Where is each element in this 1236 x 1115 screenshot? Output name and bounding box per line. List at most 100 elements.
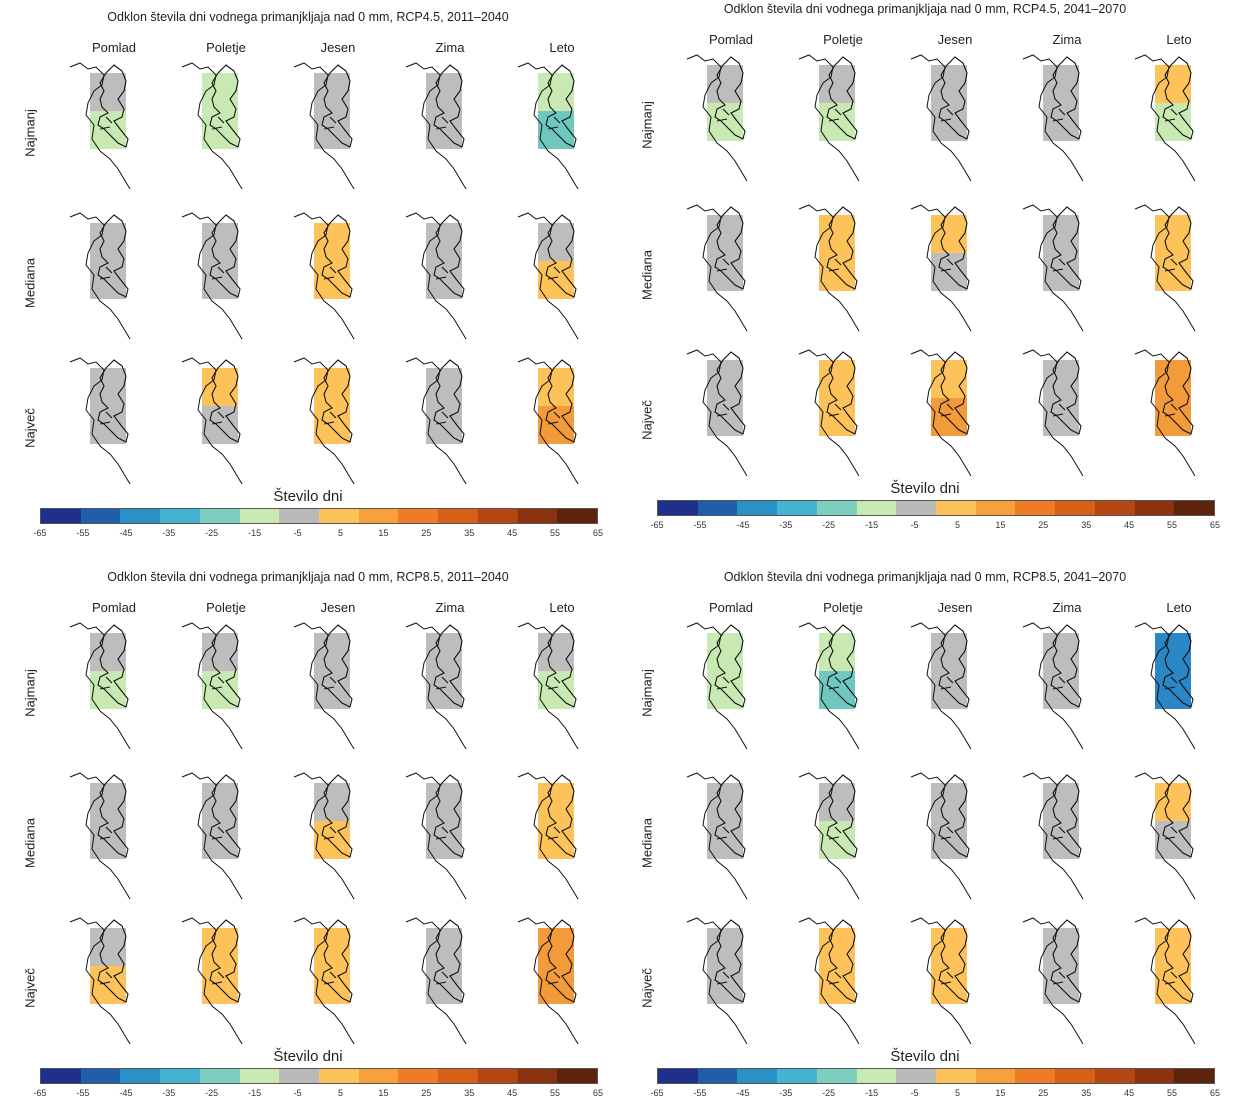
region-outline — [938, 206, 970, 290]
colorbar-segment — [896, 501, 937, 515]
coastline — [798, 622, 860, 750]
coastline — [405, 917, 467, 1045]
grid-box-south — [426, 111, 462, 149]
grid-box-south — [314, 406, 350, 444]
coastline — [798, 917, 860, 1045]
colorbar-segment — [1094, 501, 1135, 515]
map-cell — [681, 342, 791, 480]
colorbar-segment — [816, 1069, 857, 1083]
map-cell — [681, 47, 791, 185]
colorbar-tick: -65 — [650, 520, 664, 530]
map-panel: Odklon števila dni vodnega primanjkljaja… — [8, 570, 608, 1115]
colorbar-segment — [697, 1069, 738, 1083]
grid-box-south — [314, 111, 350, 149]
colorbar-segment — [80, 509, 121, 523]
region-outline — [826, 624, 858, 708]
map-svg — [293, 62, 355, 190]
grid-box-south — [538, 966, 574, 1004]
map-svg — [517, 62, 579, 190]
colorbar-tick: -25 — [205, 1088, 219, 1098]
grid-box-south — [538, 671, 574, 709]
grid-box-north — [314, 633, 350, 671]
region-outline — [433, 774, 465, 858]
map-svg — [405, 917, 467, 1045]
map-panel: Odklon števila dni vodnega primanjkljaja… — [625, 2, 1225, 547]
coastline — [1134, 349, 1196, 477]
colorbar-segment — [936, 501, 976, 515]
map-svg — [69, 357, 131, 485]
map-svg — [798, 917, 860, 1045]
grid-box-north — [538, 73, 574, 111]
map-cell — [1129, 197, 1236, 335]
colorbar-segment — [557, 1069, 598, 1083]
region-outline — [1162, 919, 1194, 1003]
grid-box-south — [314, 966, 350, 1004]
map-svg — [1134, 204, 1196, 332]
map-cell — [512, 350, 622, 488]
map-svg — [1134, 349, 1196, 477]
season-label: Zima — [1052, 32, 1082, 47]
grid-box-north — [1155, 360, 1191, 398]
colorbar-tick: -55 — [693, 1088, 707, 1098]
coastline — [686, 917, 748, 1045]
map-cell — [512, 765, 622, 903]
map-svg — [181, 62, 243, 190]
grid-box-south — [1043, 966, 1079, 1004]
grid-box-south — [202, 111, 238, 149]
coastline — [517, 212, 579, 340]
colorbar-ticks: -65 -55 -45 -35 -25 -15 -5 5 15 25 35 45 55 65 — [650, 520, 1220, 532]
grid-box-south — [314, 671, 350, 709]
grid-box-south — [426, 406, 462, 444]
region-outline — [938, 351, 970, 435]
colorbar-tick: -55 — [693, 520, 707, 530]
grid-box-north — [202, 73, 238, 111]
coastline — [910, 917, 972, 1045]
map-svg — [517, 212, 579, 340]
grid-box-north — [931, 360, 967, 398]
map-svg — [293, 917, 355, 1045]
grid-box-north — [314, 73, 350, 111]
grid-box-north — [931, 928, 967, 966]
colorbar-tick: -65 — [650, 1088, 664, 1098]
map-cell — [64, 55, 174, 193]
region-outline — [97, 624, 129, 708]
colorbar-segment — [816, 501, 857, 515]
row-label: Mediana — [22, 818, 38, 868]
coastline — [1022, 622, 1084, 750]
season-label: Poletje — [206, 600, 246, 615]
row-label: Najmanj — [22, 669, 38, 717]
map-svg — [686, 917, 748, 1045]
coastline — [69, 772, 131, 900]
map-cell — [793, 197, 903, 335]
colorbar-tick: -5 — [910, 520, 919, 530]
region-outline — [1050, 351, 1082, 435]
map-cell — [176, 350, 286, 488]
grid-box-south — [90, 966, 126, 1004]
grid-box-north — [426, 783, 462, 821]
region-outline — [321, 214, 353, 298]
coastline — [1022, 349, 1084, 477]
colorbar-segment — [279, 1069, 320, 1083]
map-svg — [686, 772, 748, 900]
region-outline — [1050, 206, 1082, 290]
region-outline — [826, 919, 858, 1003]
grid-box-north — [314, 223, 350, 261]
grid-box-north — [819, 633, 855, 671]
region-outline — [1162, 774, 1194, 858]
map-cell — [64, 910, 174, 1048]
region-outline — [1162, 56, 1194, 140]
grid-box-north — [931, 65, 967, 103]
region-outline — [321, 919, 353, 1003]
grid-box-south — [819, 966, 855, 1004]
coastline — [686, 622, 748, 750]
colorbar-tick: -25 — [822, 520, 836, 530]
colorbar-segment — [658, 501, 698, 515]
region-outline — [321, 359, 353, 443]
coastline — [405, 622, 467, 750]
map-cell — [176, 205, 286, 343]
coastline — [517, 772, 579, 900]
colorbar-tick: 65 — [592, 528, 604, 538]
grid-box-south — [90, 406, 126, 444]
colorbar — [657, 1068, 1215, 1084]
grid-box-south — [707, 821, 743, 859]
